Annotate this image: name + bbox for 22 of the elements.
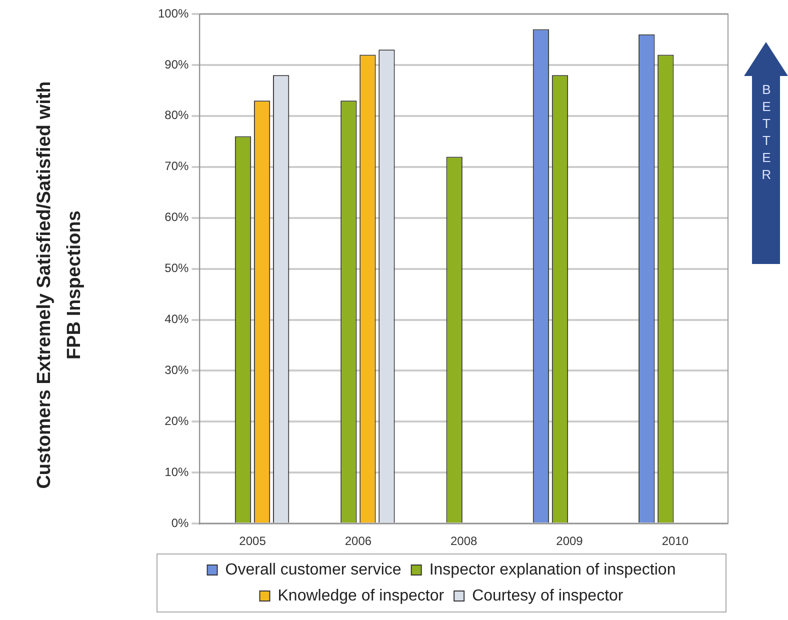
y-tick-label: 60% (164, 210, 190, 224)
y-tick-label: 70% (164, 159, 190, 174)
x-tick-label: 2009 (556, 534, 584, 548)
legend-label: Courtesy of inspector (472, 587, 624, 604)
x-tick-label: 2005 (239, 534, 266, 548)
x-tick-label: 2010 (662, 534, 689, 548)
legend-label: Inspector explanation of inspection (429, 561, 676, 578)
y-tick-label: 90% (164, 57, 190, 72)
arrow-icon: BETTER (744, 42, 788, 264)
y-tick-label: 20% (164, 414, 190, 428)
legend-label: Knowledge of inspector (278, 587, 445, 604)
y-tick-label: 100% (158, 6, 190, 20)
x-tick-label: 2006 (344, 534, 372, 548)
y-tick-label: 40% (164, 312, 190, 326)
y-axis-title: Customers Extremely Satisfied/Satisfied with FPB Inspections (33, 80, 86, 491)
y-tick-label: 0% (171, 516, 190, 530)
y-tick-label: 30% (164, 363, 190, 378)
y-tick-label: 80% (164, 108, 190, 122)
y-tick-label: 10% (164, 464, 190, 479)
legend-label: Overall customer service (225, 561, 402, 578)
x-tick-label: 2008 (450, 534, 478, 548)
y-tick-label: 50% (164, 261, 190, 276)
